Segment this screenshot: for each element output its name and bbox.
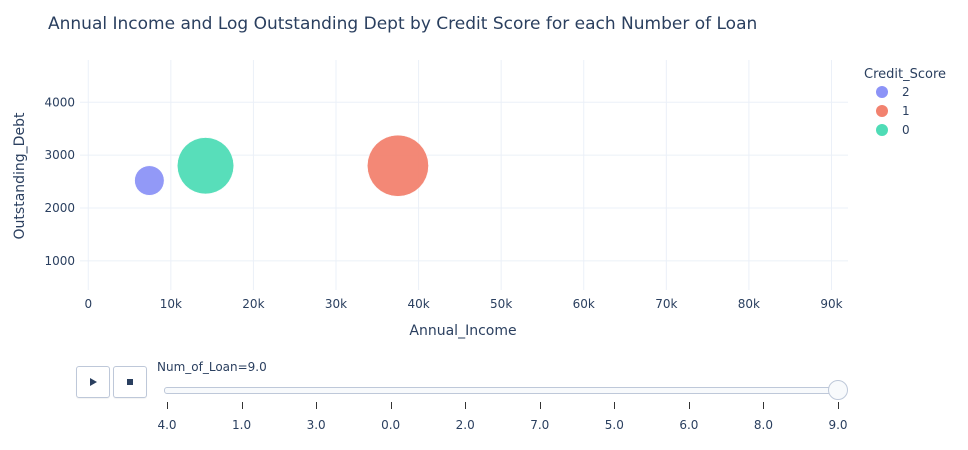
slider-step-tick bbox=[390, 402, 392, 409]
point-credit-score-1[interactable] bbox=[367, 134, 429, 197]
slider-step-tick bbox=[614, 402, 616, 409]
point-credit-score-0[interactable] bbox=[177, 137, 234, 195]
x-tick-label: 90k bbox=[820, 297, 842, 311]
play-icon bbox=[90, 378, 97, 386]
slider-step-tick bbox=[316, 402, 318, 409]
slider-rail[interactable] bbox=[164, 387, 842, 394]
x-tick-label: 60k bbox=[573, 297, 595, 311]
legend-marker-2[interactable] bbox=[876, 86, 888, 98]
slider-step-tick bbox=[763, 402, 765, 409]
slider-step-label[interactable]: 5.0 bbox=[604, 418, 624, 432]
x-axis-title: Annual_Income bbox=[409, 323, 516, 339]
stop-button[interactable] bbox=[113, 366, 147, 398]
legend-label-2: 2 bbox=[902, 85, 910, 99]
legend-label-0: 0 bbox=[902, 123, 910, 137]
x-tick-label: 30k bbox=[325, 297, 347, 311]
slider-step-label[interactable]: 2.0 bbox=[455, 418, 475, 432]
chart-title: Annual Income and Log Outstanding Dept b… bbox=[48, 14, 757, 34]
x-tick-label: 10k bbox=[160, 297, 182, 311]
y-axis-ticks: 1000 2000 3000 4000 bbox=[44, 95, 75, 268]
slider-step-label[interactable]: 4.0 bbox=[157, 418, 177, 432]
x-tick-label: 50k bbox=[490, 297, 512, 311]
slider-step-label[interactable]: 9.0 bbox=[828, 418, 848, 432]
slider-step-tick bbox=[688, 402, 690, 409]
y-tick-label: 3000 bbox=[44, 148, 75, 162]
x-tick-label: 0 bbox=[84, 297, 92, 311]
slider-step-label[interactable]: 0.0 bbox=[381, 418, 401, 432]
y-tick-label: 2000 bbox=[44, 201, 75, 215]
stop-icon bbox=[127, 379, 133, 385]
x-axis-ticks: 0 10k 20k 30k 40k 50k 60k 70k 80k 90k bbox=[84, 297, 842, 311]
play-button[interactable] bbox=[76, 366, 110, 398]
y-axis-title: Outstanding_Debt bbox=[12, 112, 28, 239]
slider-step-tick bbox=[838, 402, 839, 409]
slider-step-label[interactable]: 1.0 bbox=[232, 418, 252, 432]
slider-handle[interactable] bbox=[828, 380, 848, 400]
slider-step-tick bbox=[241, 402, 243, 409]
x-tick-label: 70k bbox=[655, 297, 677, 311]
y-tick-label: 4000 bbox=[44, 95, 75, 109]
slider-step-tick bbox=[167, 402, 168, 409]
legend-label-1: 1 bbox=[902, 104, 910, 118]
slider-step-label[interactable]: 3.0 bbox=[306, 418, 326, 432]
legend: Credit_Score 2 1 0 bbox=[864, 67, 946, 137]
legend-marker-1[interactable] bbox=[876, 105, 888, 117]
slider-step-label[interactable]: 7.0 bbox=[530, 418, 550, 432]
x-tick-label: 40k bbox=[407, 297, 429, 311]
legend-title: Credit_Score bbox=[864, 67, 946, 82]
point-credit-score-2[interactable] bbox=[134, 165, 165, 196]
x-tick-label: 80k bbox=[738, 297, 760, 311]
slider-current-value: Num_of_Loan=9.0 bbox=[157, 360, 267, 374]
y-tick-label: 1000 bbox=[44, 254, 75, 268]
data-points bbox=[134, 134, 429, 197]
slider-step-label[interactable]: 8.0 bbox=[753, 418, 773, 432]
x-tick-label: 20k bbox=[242, 297, 264, 311]
slider-step-tick bbox=[539, 402, 541, 409]
legend-marker-0[interactable] bbox=[876, 124, 888, 136]
slider-step-tick bbox=[465, 402, 467, 409]
slider-step-label[interactable]: 6.0 bbox=[679, 418, 699, 432]
